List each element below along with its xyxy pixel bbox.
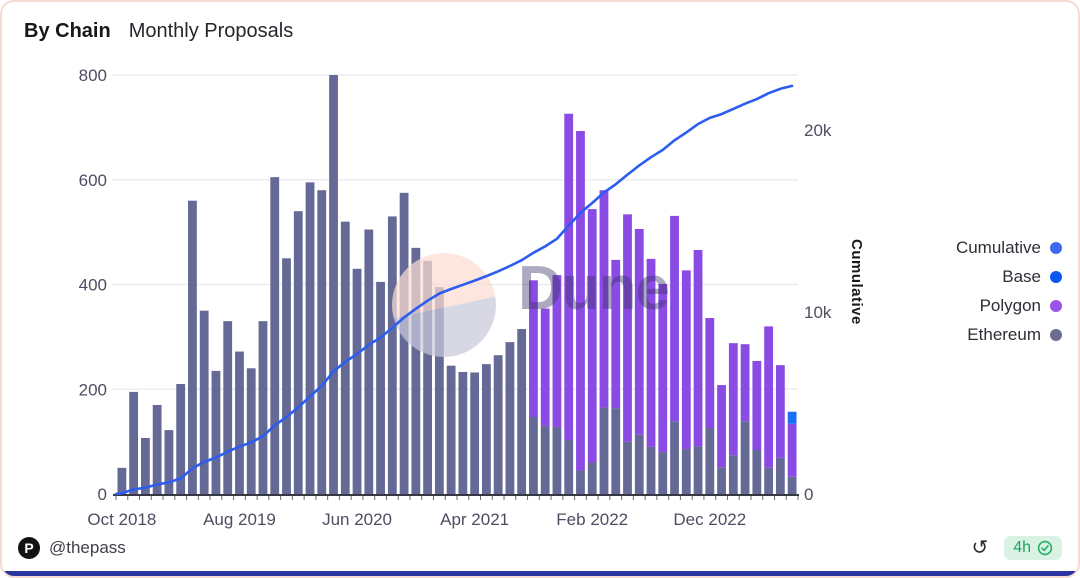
svg-text:0: 0 (98, 485, 107, 504)
dune-watermark-text: Dune (518, 254, 670, 323)
svg-text:600: 600 (79, 171, 107, 190)
svg-text:Feb 2022: Feb 2022 (556, 510, 628, 529)
next-panel-edge (2, 571, 1078, 576)
svg-text:200: 200 (79, 380, 107, 399)
legend-label: Base (1002, 266, 1041, 286)
legend-item-base[interactable]: Base (956, 262, 1062, 291)
verified-check-icon (1037, 540, 1053, 556)
svg-text:0: 0 (804, 485, 813, 504)
legend-item-cumulative[interactable]: Cumulative (956, 233, 1062, 262)
legend-label: Ethereum (967, 324, 1041, 344)
svg-text:800: 800 (79, 66, 107, 85)
svg-text:10k: 10k (804, 303, 832, 322)
legend-item-polygon[interactable]: Polygon (956, 291, 1062, 320)
card-footer: P @thepass ↺ 4h (2, 528, 1078, 568)
legend-color-dot (1050, 299, 1062, 312)
chart-title: Monthly Proposals (128, 20, 294, 42)
legend-item-ethereum[interactable]: Ethereum (956, 320, 1062, 349)
chart-header: By Chain Monthly Proposals (24, 20, 293, 43)
right-axis-title: Cumulative (848, 239, 865, 325)
legend-color-dot (1050, 241, 1062, 254)
legend-label: Polygon (979, 295, 1041, 315)
widget-name[interactable]: By Chain (24, 20, 111, 42)
svg-text:Oct 2018: Oct 2018 (87, 510, 156, 529)
legend-color-dot (1050, 328, 1062, 341)
refresh-icon[interactable]: ↺ (971, 537, 989, 559)
age-text: 4h (1013, 539, 1031, 556)
chart-legend: Cumulative Base Polygon Ethereum (956, 233, 1062, 349)
svg-text:20k: 20k (804, 121, 832, 140)
svg-text:Aug 2019: Aug 2019 (203, 510, 276, 529)
author-handle: @thepass (49, 538, 126, 557)
svg-text:400: 400 (79, 276, 107, 295)
legend-color-dot (1050, 270, 1062, 283)
svg-text:Jun 2020: Jun 2020 (322, 510, 392, 529)
legend-label: Cumulative (955, 237, 1041, 257)
svg-text:Apr 2021: Apr 2021 (440, 510, 509, 529)
pass-logo-icon: P (18, 537, 40, 559)
pass-logo-letter: P (24, 540, 34, 556)
dune-logo-icon (392, 253, 496, 357)
svg-text:Dec 2022: Dec 2022 (673, 510, 746, 529)
last-refreshed-badge[interactable]: 4h (1004, 536, 1062, 560)
footer-actions: ↺ 4h (971, 536, 1062, 560)
author-link[interactable]: P @thepass (18, 537, 126, 559)
